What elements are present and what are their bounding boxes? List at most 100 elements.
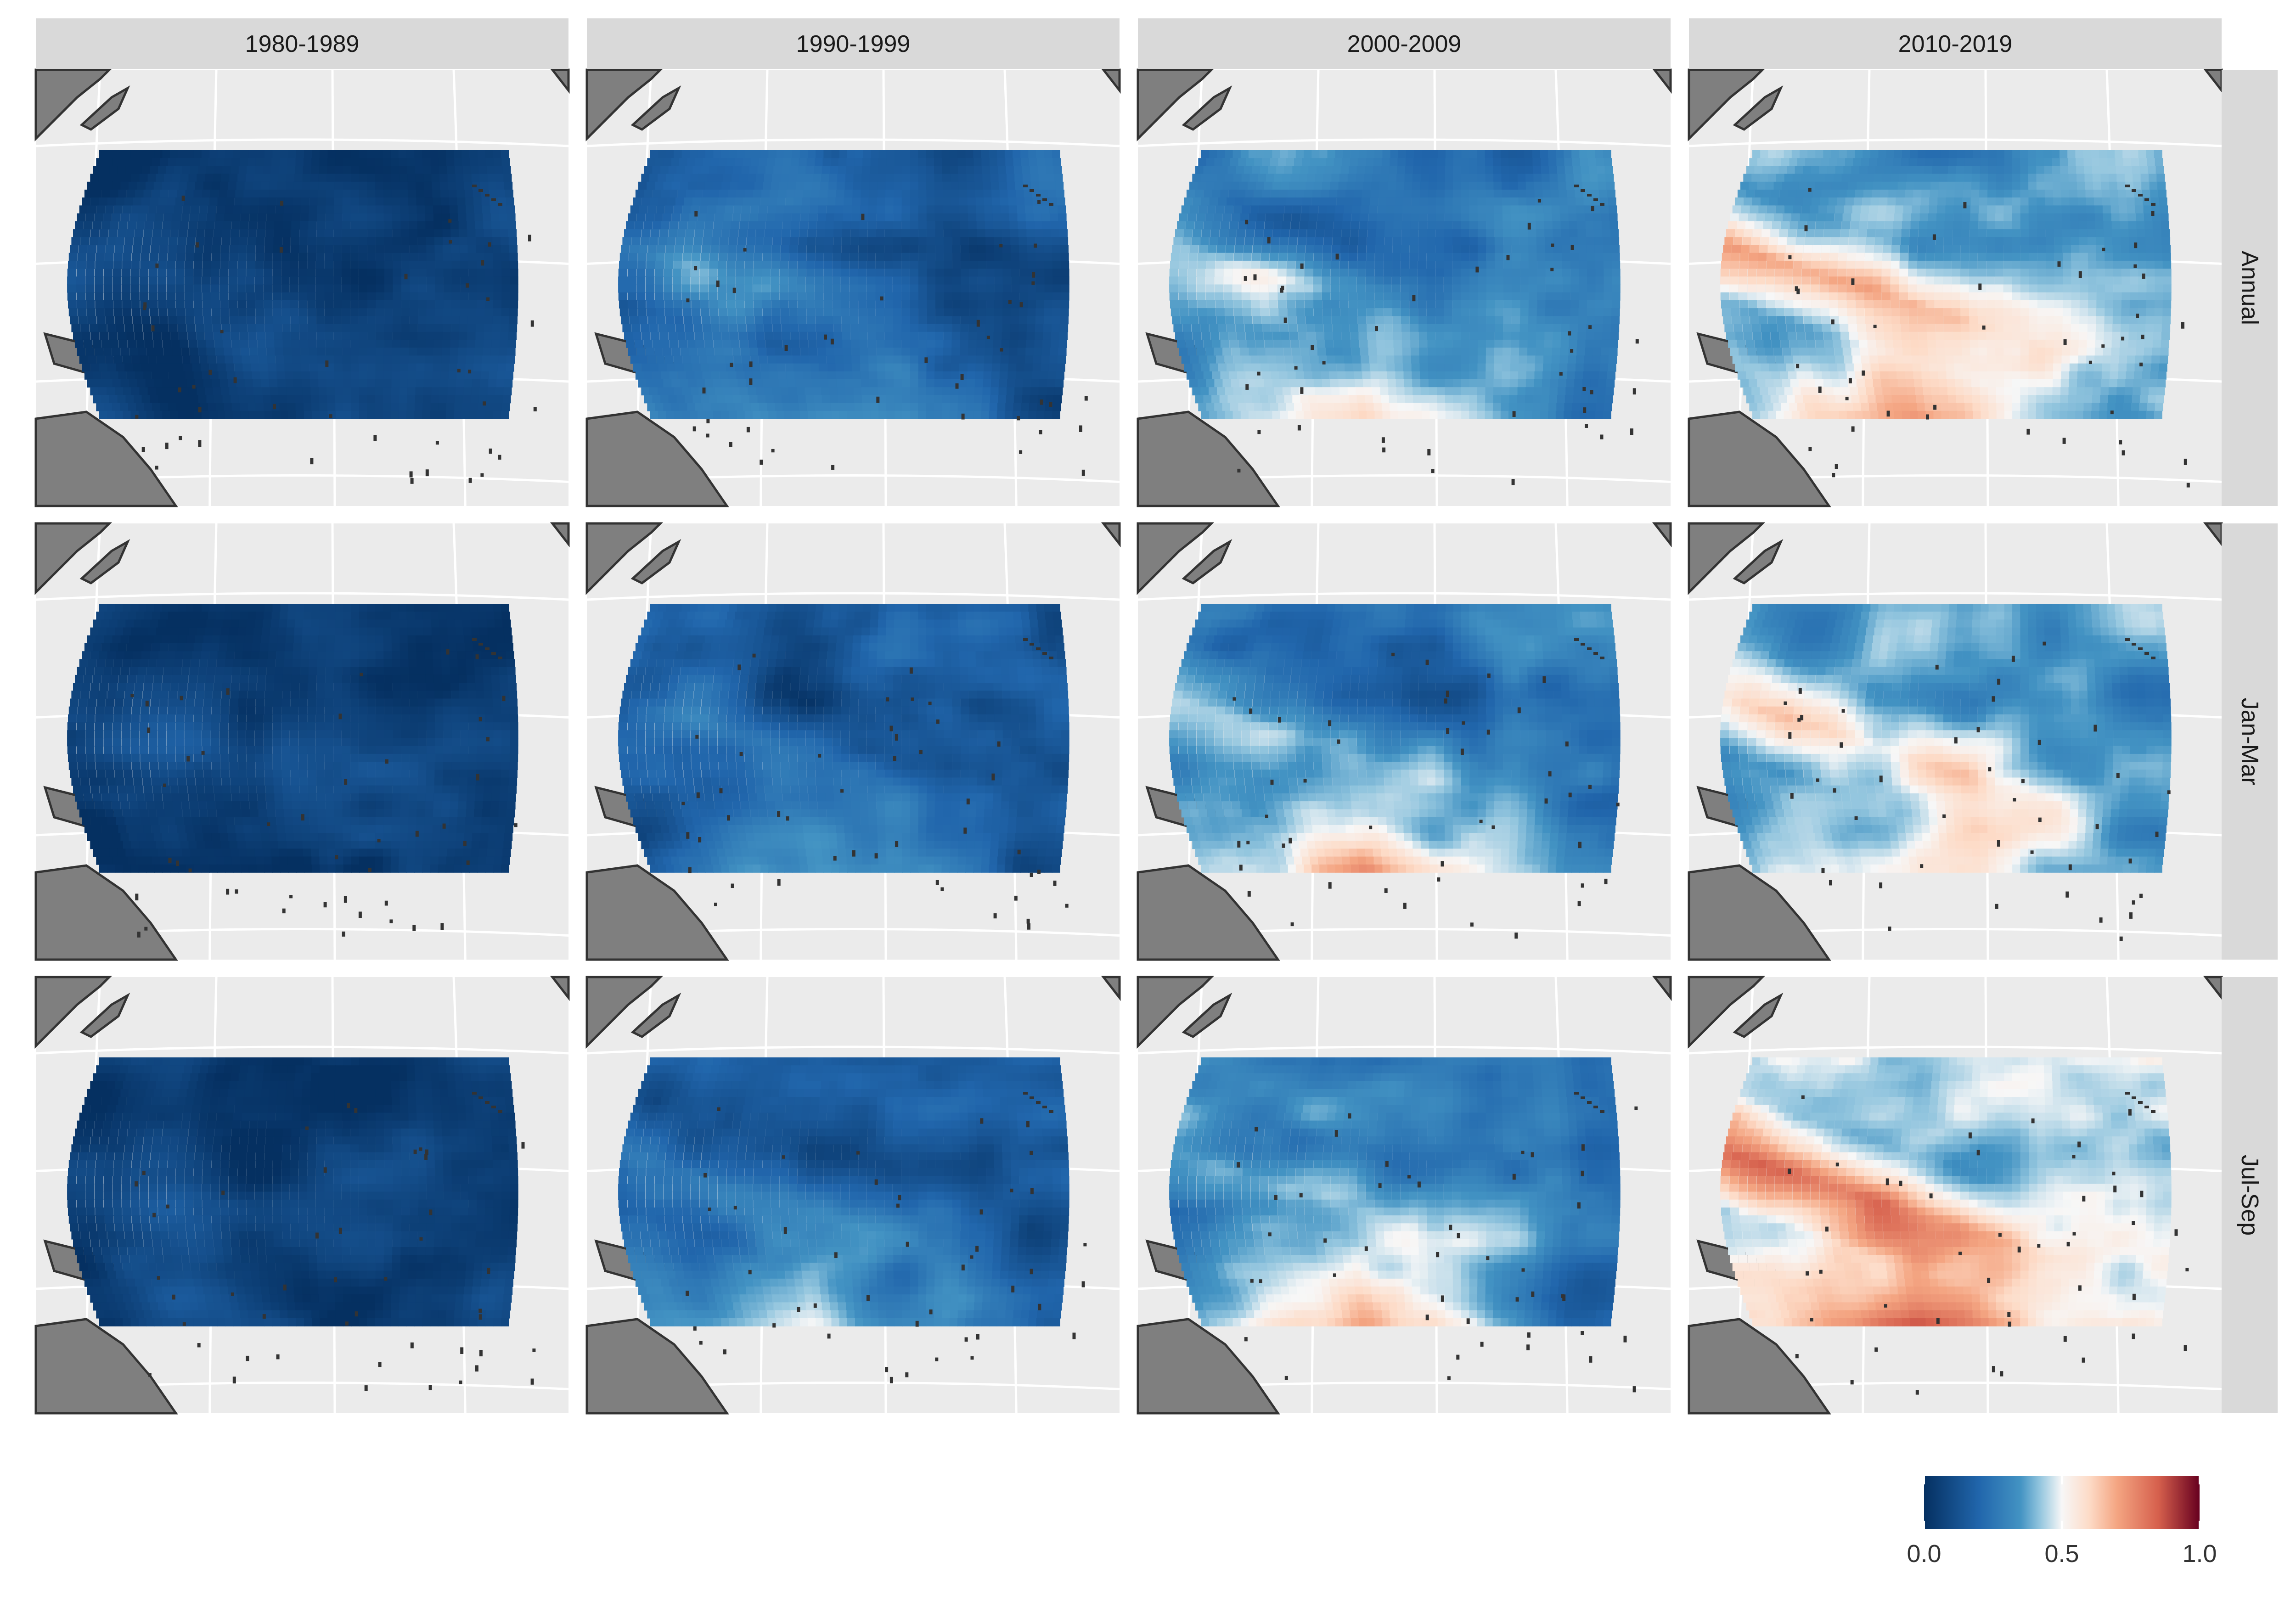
- heat-cell: [757, 166, 766, 174]
- heat-cell: [193, 190, 203, 198]
- heat-cell: [1452, 190, 1462, 198]
- heat-cell: [1201, 197, 1210, 206]
- heat-cell: [484, 324, 493, 332]
- heat-cell: [731, 174, 740, 182]
- heat-cell: [467, 245, 477, 253]
- heat-cell: [858, 300, 867, 309]
- heat-cell: [234, 363, 243, 372]
- heat-cell: [1477, 213, 1486, 222]
- heat-cell: [376, 237, 384, 246]
- heat-cell: [333, 237, 342, 246]
- heat-cell: [645, 348, 654, 356]
- asia-coast-land: [34, 68, 113, 142]
- heat-cell: [1243, 308, 1252, 317]
- heat-cell: [1528, 308, 1537, 317]
- heat-cell: [1570, 324, 1578, 332]
- heat-cell: [960, 339, 968, 348]
- heat-cell: [806, 284, 815, 293]
- heat-cell: [290, 253, 299, 261]
- heat-cell: [838, 158, 847, 167]
- heat-cell: [1426, 260, 1435, 269]
- heat-cell: [1228, 332, 1237, 340]
- heat-cell: [290, 300, 299, 309]
- heat-cell: [748, 339, 757, 348]
- heat-cell: [103, 213, 112, 222]
- heat-cell: [823, 292, 833, 301]
- heat-cell: [1304, 260, 1313, 269]
- heat-cell: [359, 324, 367, 332]
- heat-cell: [509, 253, 518, 261]
- heat-cell: [976, 213, 985, 222]
- heat-cell: [918, 150, 927, 158]
- heat-cell: [184, 292, 193, 301]
- heat-cell: [295, 403, 304, 411]
- heat-cell: [1027, 237, 1035, 246]
- heat-cell: [120, 158, 129, 167]
- heat-cell: [1557, 166, 1565, 174]
- heat-cell: [861, 174, 870, 182]
- heat-cell: [639, 245, 648, 253]
- heat-cell: [483, 213, 491, 222]
- heat-cell: [759, 205, 768, 214]
- heat-cell: [1281, 229, 1290, 238]
- heat-cell: [1421, 158, 1430, 167]
- heat-cell: [851, 348, 860, 356]
- heat-cell: [1008, 363, 1017, 372]
- heat-cell: [950, 403, 958, 411]
- heat-cell: [910, 348, 918, 356]
- heat-cell: [1569, 229, 1578, 238]
- heat-cell: [827, 363, 836, 372]
- heat-cell: [672, 276, 681, 285]
- heat-cell: [95, 300, 104, 309]
- heat-cell: [949, 150, 958, 158]
- heat-cell: [622, 237, 631, 246]
- heat-cell: [803, 371, 811, 380]
- heat-cell: [490, 348, 500, 356]
- heat-cell: [126, 371, 135, 380]
- heat-cell: [475, 221, 484, 230]
- heat-cell: [415, 166, 423, 174]
- heat-cell: [652, 395, 661, 404]
- heat-cell: [762, 253, 771, 261]
- heat-cell: [659, 229, 669, 238]
- heat-cell: [228, 181, 237, 190]
- heat-cell: [1517, 158, 1525, 167]
- heat-cell: [952, 324, 961, 332]
- heat-cell: [1401, 332, 1410, 340]
- heat-cell: [793, 205, 801, 214]
- heat-cell: [1486, 190, 1494, 198]
- heat-cell: [1286, 292, 1295, 301]
- heat-cell: [335, 387, 343, 396]
- heat-cell: [1016, 197, 1025, 206]
- heat-cell: [1599, 190, 1608, 198]
- heat-cell: [334, 197, 343, 206]
- heat-cell: [1277, 292, 1287, 301]
- heat-cell: [732, 348, 741, 356]
- heat-cell: [1053, 395, 1062, 404]
- heat-cell: [833, 245, 842, 253]
- heat-cell: [1461, 292, 1469, 301]
- heat-cell: [75, 221, 84, 230]
- island-dot: [706, 433, 709, 438]
- heat-cell: [367, 276, 376, 285]
- heat-cell: [468, 260, 477, 269]
- heat-cell: [753, 371, 762, 380]
- heat-cell: [935, 253, 944, 261]
- heat-cell: [115, 410, 124, 419]
- heat-cell: [392, 363, 400, 372]
- heat-cell: [952, 253, 961, 261]
- heat-cell: [476, 324, 484, 332]
- heat-cell: [1603, 324, 1611, 332]
- heat-cell: [1181, 316, 1190, 325]
- heat-cell: [101, 339, 110, 348]
- heat-cell: [180, 339, 189, 348]
- heat-cell: [815, 276, 823, 285]
- heat-cell: [1036, 269, 1045, 277]
- heat-cell: [325, 245, 333, 253]
- heat-cell: [757, 395, 766, 404]
- heat-cell: [367, 316, 376, 325]
- heat-cell: [996, 150, 1005, 158]
- heat-cell: [350, 221, 359, 230]
- heat-cell: [184, 269, 193, 277]
- heat-cell: [934, 379, 943, 388]
